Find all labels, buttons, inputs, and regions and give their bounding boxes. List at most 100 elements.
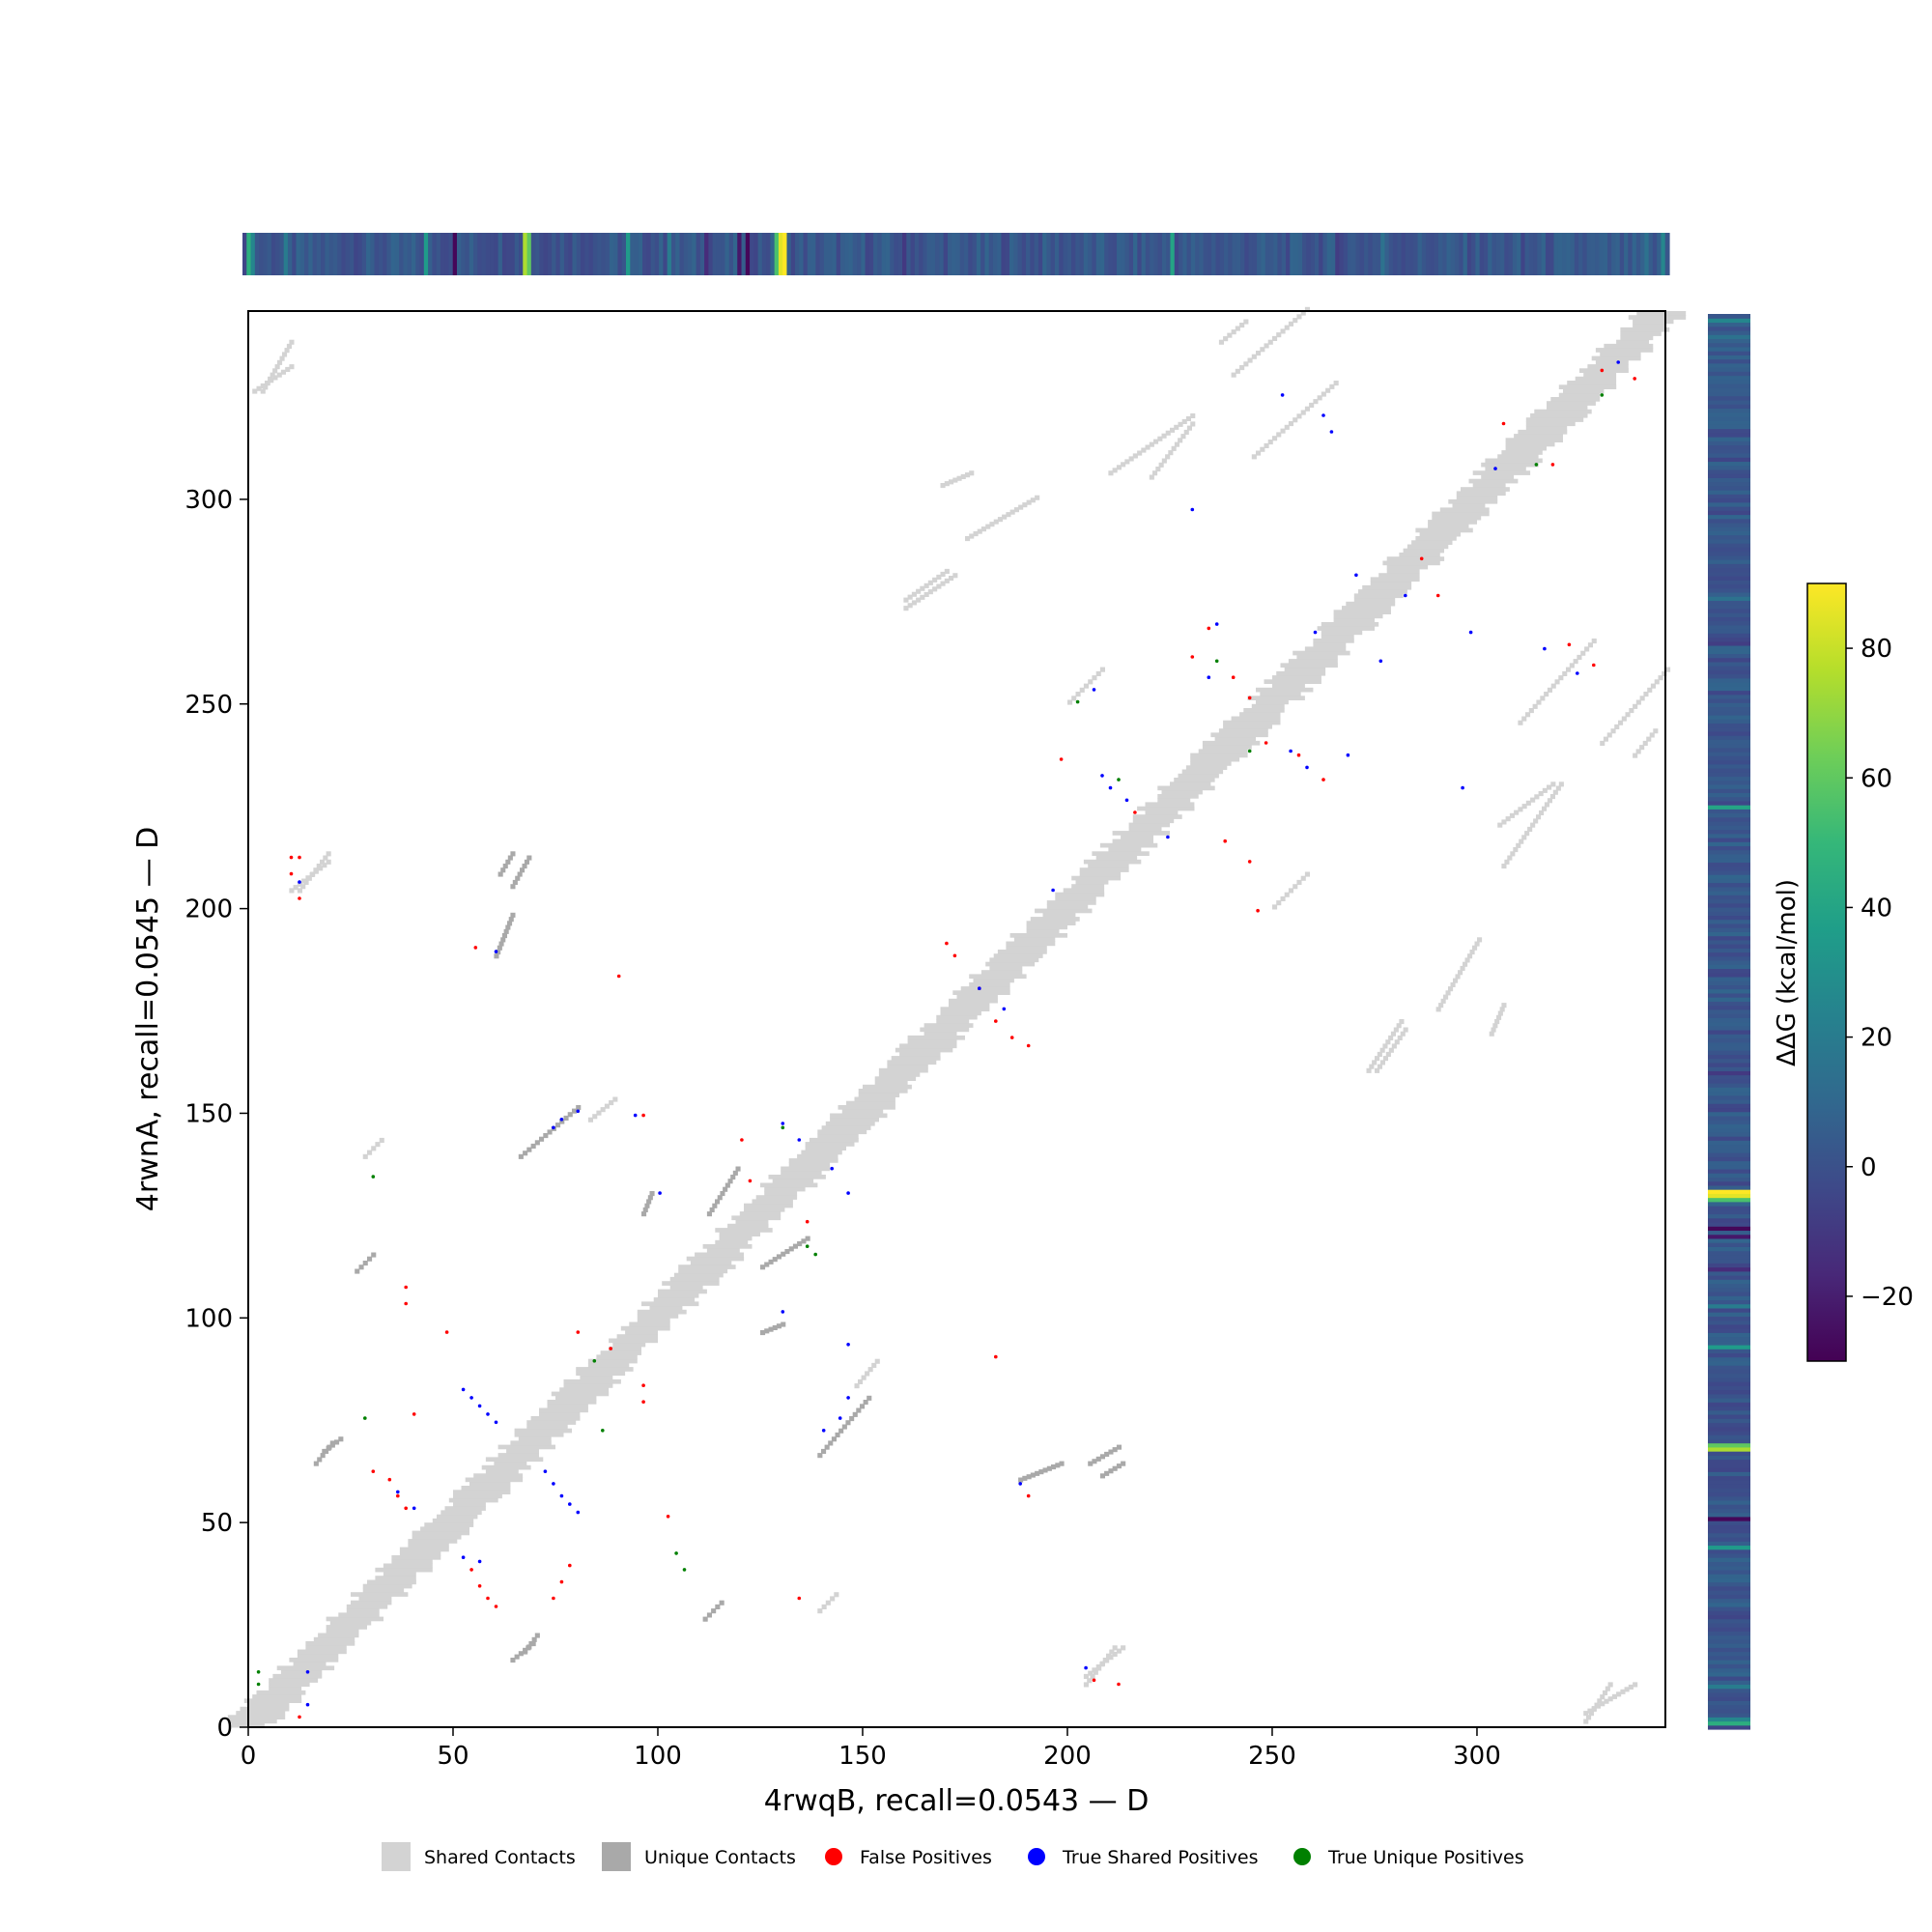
diagonal-contact-cell xyxy=(1558,384,1617,389)
y-tick-label: 0 xyxy=(216,1714,233,1743)
ddg-right-cell xyxy=(1708,710,1750,716)
ddg-right-cell xyxy=(1708,853,1750,859)
shared-contact-cell xyxy=(592,1114,598,1120)
legend-label: True Unique Positives xyxy=(1327,1847,1524,1868)
ddg-right-cell xyxy=(1708,915,1750,921)
false-positive-point xyxy=(396,1493,400,1498)
ddg-top-cell xyxy=(786,233,792,275)
diagonal-contact-cell xyxy=(1202,745,1252,750)
ddg-right-cell xyxy=(1708,1177,1750,1182)
ddg-top-cell xyxy=(287,233,293,275)
shared-contact-cell xyxy=(1009,509,1015,515)
true-shared-positive-point xyxy=(838,1416,842,1420)
ddg-right-cell xyxy=(1708,1184,1750,1190)
shared-contact-cell xyxy=(1396,1023,1402,1029)
ddg-top-cell xyxy=(741,233,747,275)
shared-contact-cell xyxy=(1161,458,1167,464)
ddg-right-cell xyxy=(1708,1537,1750,1542)
false-positive-point xyxy=(289,855,294,860)
shared-contact-cell xyxy=(1243,319,1249,325)
shared-contact-cell xyxy=(1296,879,1302,885)
diagonal-contact-cell xyxy=(424,1522,474,1527)
shared-contact-cell xyxy=(367,1150,373,1155)
false-positive-point xyxy=(641,1113,645,1118)
ddg-right-cell xyxy=(1708,1667,1750,1673)
shared-contact-cell xyxy=(1108,470,1114,476)
true-shared-positive-point xyxy=(1084,1665,1088,1670)
false-positive-point xyxy=(641,1383,645,1387)
true-shared-positive-point xyxy=(576,1109,581,1114)
ddg-top-cell xyxy=(1161,233,1167,275)
ddg-top-cell xyxy=(519,233,524,275)
diagonal-contact-cell xyxy=(980,970,1023,975)
ddg-top-cell xyxy=(419,233,425,275)
ddg-top-cell xyxy=(1092,233,1097,275)
ddg-top-cell xyxy=(465,233,470,275)
unique-contact-cell xyxy=(828,1440,834,1446)
ddg-top-cell xyxy=(1635,233,1641,275)
diagonal-contact-cell xyxy=(1525,425,1568,431)
ddg-top-cell xyxy=(1037,233,1043,275)
shared-contact-cell xyxy=(858,1378,864,1384)
shared-contact-cell xyxy=(952,477,958,483)
ddg-right-cell xyxy=(1708,1266,1750,1272)
shared-contact-cell xyxy=(1497,822,1503,828)
shared-contact-cell xyxy=(1583,1719,1589,1724)
ddg-top-cell xyxy=(766,233,772,275)
shared-contact-cell xyxy=(1607,1696,1613,1702)
true-shared-positive-point xyxy=(781,1122,785,1125)
shared-contact-cell xyxy=(1539,810,1545,815)
ddg-top-cell xyxy=(1557,233,1563,275)
ddg-top-cell xyxy=(1322,233,1328,275)
ddg-right-cell xyxy=(1708,1409,1750,1415)
ddg-right-cell xyxy=(1708,1724,1750,1730)
diagonal-contact-cell xyxy=(338,1612,380,1618)
shared-contact-cell xyxy=(1550,683,1556,689)
shared-contact-cell xyxy=(1153,439,1159,444)
diagonal-contact-cell xyxy=(662,1281,720,1286)
colorbar-tick-label: 80 xyxy=(1861,635,1892,664)
unique-contact-cell xyxy=(646,1199,652,1205)
ddg-top-cell xyxy=(894,233,899,275)
ddg-right-cell xyxy=(1708,404,1750,409)
ddg-right-cell xyxy=(1708,714,1750,720)
diagonal-contact-cell xyxy=(383,1572,416,1577)
shared-contact-cell xyxy=(284,348,290,354)
y-tick-label: 300 xyxy=(185,486,233,515)
ddg-right-cell xyxy=(1708,931,1750,937)
true-shared-positive-point xyxy=(1108,785,1113,790)
ddg-top-cell xyxy=(1388,233,1394,275)
shared-contact-cell xyxy=(1276,432,1282,438)
shared-contact-cell xyxy=(263,384,269,390)
diagonal-contact-cell xyxy=(1591,355,1641,361)
shared-contact-cell xyxy=(265,381,270,386)
ddg-top-cell xyxy=(1215,233,1221,275)
ddg-right-cell xyxy=(1708,955,1750,961)
ddg-right-cell xyxy=(1708,649,1750,655)
ddg-top-cell xyxy=(1615,233,1621,275)
ddg-right-cell xyxy=(1708,362,1750,368)
shared-contact-cell xyxy=(861,1375,867,1380)
diagonal-contact-cell xyxy=(408,1539,458,1544)
shared-contact-cell xyxy=(1112,468,1118,473)
ddg-right-cell xyxy=(1708,1111,1750,1117)
ddg-top-cell xyxy=(914,233,920,275)
diagonal-contact-cell xyxy=(956,994,998,1000)
diagonal-contact-cell xyxy=(1170,781,1211,786)
ddg-top-cell xyxy=(1492,233,1497,275)
ddg-top-cell xyxy=(1273,233,1279,275)
ddg-top-cell xyxy=(1611,233,1617,275)
ddg-top-cell xyxy=(1624,233,1629,275)
shared-contact-cell xyxy=(1102,1658,1108,1663)
unique-contact-cell xyxy=(505,859,511,865)
false-positive-point xyxy=(1117,1682,1121,1687)
ddg-right-cell xyxy=(1708,329,1750,335)
ddg-top-cell xyxy=(1528,233,1534,275)
ddg-top-cell xyxy=(972,233,978,275)
ddg-right-cell xyxy=(1708,788,1750,793)
shared-contact-cell xyxy=(1635,749,1641,754)
ddg-right-cell xyxy=(1708,604,1750,610)
diagonal-contact-cell xyxy=(497,1453,539,1458)
ddg-right-cell xyxy=(1708,661,1750,667)
shared-contact-cell xyxy=(916,597,922,603)
